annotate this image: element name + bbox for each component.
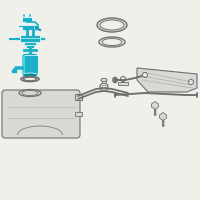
Polygon shape (24, 42, 36, 45)
Ellipse shape (22, 53, 38, 57)
Polygon shape (40, 37, 45, 40)
Polygon shape (160, 112, 166, 120)
Polygon shape (23, 14, 25, 17)
Polygon shape (15, 37, 20, 40)
FancyBboxPatch shape (2, 90, 80, 138)
Ellipse shape (22, 90, 38, 96)
Circle shape (142, 72, 148, 77)
Polygon shape (20, 35, 40, 42)
Circle shape (188, 79, 194, 84)
Polygon shape (22, 55, 25, 75)
Polygon shape (22, 55, 38, 75)
Ellipse shape (97, 18, 127, 32)
Polygon shape (22, 17, 32, 22)
Polygon shape (75, 94, 82, 100)
Polygon shape (26, 45, 34, 48)
Polygon shape (18, 25, 38, 30)
Ellipse shape (22, 73, 38, 77)
Ellipse shape (100, 20, 124, 30)
Polygon shape (137, 68, 197, 92)
Polygon shape (29, 14, 31, 17)
Polygon shape (152, 102, 158, 110)
Polygon shape (75, 112, 82, 116)
Polygon shape (11, 69, 17, 73)
Bar (102, 80, 106, 83)
Polygon shape (118, 82, 128, 85)
Ellipse shape (19, 90, 41, 97)
